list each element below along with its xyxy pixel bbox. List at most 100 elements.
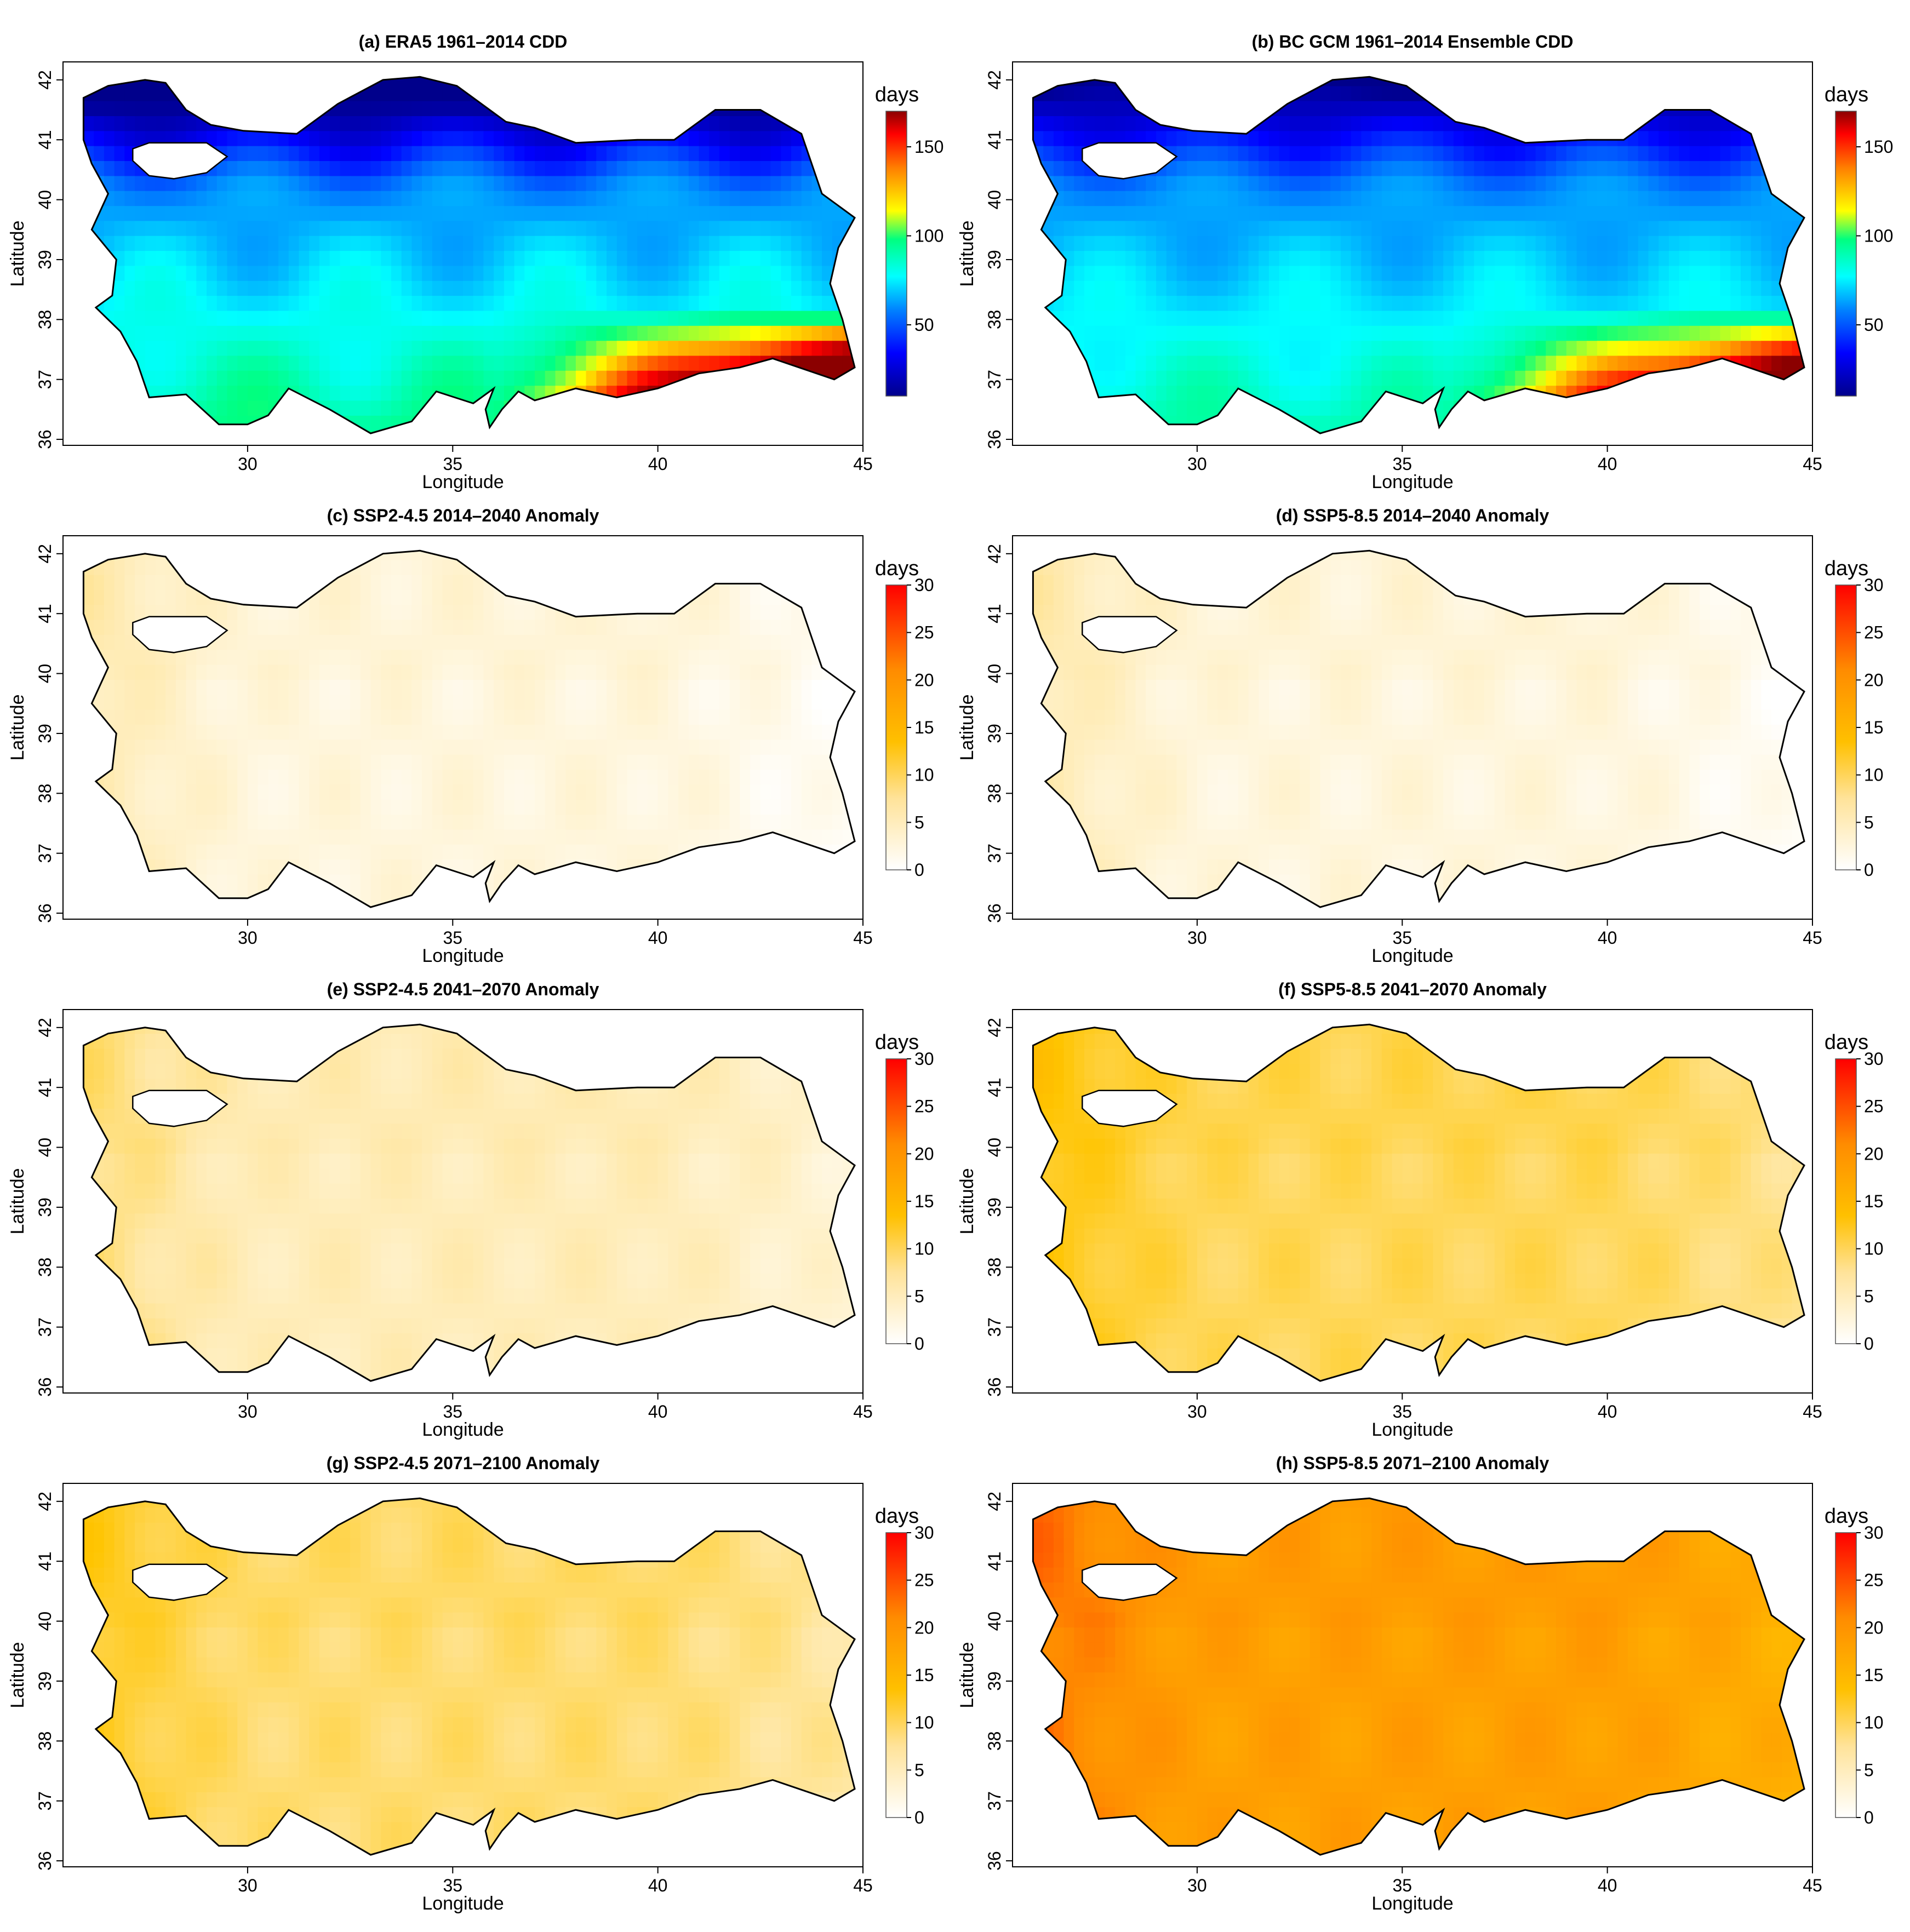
y-tick-label: 41 [35, 130, 55, 150]
y-axis-label: Latitude [7, 1168, 28, 1235]
y-tick-label: 36 [35, 1377, 55, 1397]
legend-tick-label: 5 [914, 812, 924, 832]
x-tick-label: 35 [443, 454, 462, 474]
panel-f: (f) SSP5-8.5 2041–2070 Anomaly 30 35 40 45 Lo… [957, 979, 1884, 1440]
y-tick-label: 36 [985, 1851, 1004, 1871]
sea-of-marmara [132, 616, 228, 653]
y-tick-label: 41 [985, 1077, 1004, 1097]
x-tick-label: 40 [1598, 928, 1617, 948]
y-tick-label: 39 [985, 1197, 1004, 1217]
y-axis-label: Latitude [957, 1168, 977, 1235]
coastline [82, 76, 856, 434]
y-tick-label: 42 [35, 544, 55, 564]
heatmap-cells [1033, 551, 1804, 908]
x-tick-label: 35 [1392, 454, 1412, 474]
y-tick-label: 37 [985, 370, 1004, 389]
legend-tick-label: 25 [914, 623, 934, 643]
sea-of-marmara [132, 1563, 228, 1601]
panel-title: (c) SSP2-4.5 2014–2040 Anomaly [327, 506, 599, 525]
x-axis-label: Longitude [1371, 1893, 1453, 1914]
coastline [82, 1023, 856, 1382]
coastline [82, 549, 856, 908]
legend-tick-label: 10 [1864, 765, 1884, 785]
y-tick-label: 42 [35, 1492, 55, 1511]
plot-frame [1012, 1009, 1813, 1394]
panel-title: (b) BC GCM 1961–2014 Ensemble CDD [1252, 32, 1574, 51]
legend-tick-label: 30 [1864, 1049, 1884, 1069]
y-tick-label: 39 [985, 724, 1004, 743]
plot-frame [62, 1009, 863, 1394]
x-tick-label: 30 [238, 928, 258, 948]
x-tick-label: 40 [648, 1402, 668, 1421]
y-tick-label: 39 [35, 250, 55, 270]
x-axis-label: Longitude [1371, 1419, 1453, 1440]
x-tick-label: 40 [648, 928, 668, 948]
y-tick-label: 37 [35, 1791, 55, 1811]
panel-d: (d) SSP5-8.5 2014–2040 Anomaly 30 35 40 45 Lo… [957, 506, 1884, 966]
y-tick-label: 37 [985, 1317, 1004, 1337]
x-tick-label: 45 [853, 1402, 873, 1421]
legend-tick-label: 25 [914, 1097, 934, 1116]
panel-h: (h) SSP5-8.5 2071–2100 Anomaly 30 35 40 45 Lo… [957, 1453, 1884, 1914]
coastline [1032, 76, 1805, 434]
legend-tick-label: 20 [1864, 670, 1884, 690]
y-tick-label: 38 [35, 310, 55, 330]
x-tick-label: 40 [648, 1876, 668, 1895]
y-axis-label: Latitude [957, 221, 977, 287]
y-tick-label: 38 [35, 1732, 55, 1751]
y-tick-label: 41 [35, 604, 55, 623]
panel-title: (d) SSP5-8.5 2014–2040 Anomaly [1276, 506, 1549, 525]
y-tick-label: 39 [35, 1671, 55, 1691]
y-tick-label: 42 [985, 544, 1004, 564]
x-tick-label: 35 [1392, 1402, 1412, 1421]
panel-b: (b) BC GCM 1961–2014 Ensemble CDD 30 35 40 4… [957, 32, 1893, 492]
legend-tick-label: 15 [914, 1665, 934, 1685]
x-tick-label: 30 [1187, 1876, 1207, 1895]
x-tick-label: 35 [443, 928, 462, 948]
y-tick-label: 40 [985, 1612, 1004, 1631]
legend-tick-label: 10 [914, 1713, 934, 1733]
panel-c: (c) SSP2-4.5 2014–2040 Anomaly 30 35 40 45 Lo… [7, 506, 934, 966]
legend-colorbar [885, 584, 907, 870]
x-tick-label: 45 [853, 1876, 873, 1895]
legend-tick-label: 5 [1864, 812, 1874, 832]
plot-frame [62, 1483, 863, 1867]
legend-tick-label: 20 [1864, 1144, 1884, 1163]
heatmap-cells [83, 1024, 855, 1381]
legend-tick-label: 50 [914, 315, 934, 335]
legend-colorbar [885, 1532, 907, 1818]
y-tick-label: 41 [985, 1551, 1004, 1571]
legend-tick-label: 50 [1864, 315, 1884, 335]
x-tick-label: 45 [1803, 454, 1822, 474]
legend-tick-label: 30 [914, 1523, 934, 1543]
legend-title: days [875, 1031, 919, 1054]
panel-title: (g) SSP2-4.5 2071–2100 Anomaly [327, 1453, 600, 1473]
legend-tick-label: 15 [914, 1191, 934, 1211]
y-tick-label: 42 [985, 1492, 1004, 1511]
y-axis-label: Latitude [7, 221, 28, 287]
legend-tick-label: 25 [1864, 1570, 1884, 1590]
x-tick-label: 45 [853, 928, 873, 948]
y-tick-label: 42 [35, 1018, 55, 1037]
legend-tick-label: 20 [914, 1618, 934, 1637]
x-tick-label: 40 [1598, 1876, 1617, 1895]
x-tick-label: 45 [1803, 1402, 1822, 1421]
y-tick-label: 40 [35, 1138, 55, 1157]
y-tick-label: 40 [35, 190, 55, 210]
x-tick-label: 30 [1187, 1402, 1207, 1421]
y-tick-label: 38 [985, 784, 1004, 804]
y-tick-label: 36 [985, 903, 1004, 923]
legend-tick-label: 0 [1864, 860, 1874, 880]
y-tick-label: 36 [35, 903, 55, 923]
legend-tick-label: 100 [914, 226, 943, 246]
legend-tick-label: 20 [914, 1144, 934, 1163]
y-tick-label: 39 [985, 250, 1004, 270]
x-tick-label: 40 [1598, 454, 1617, 474]
y-tick-label: 38 [985, 310, 1004, 330]
legend-tick-label: 0 [1864, 1334, 1874, 1354]
legend-tick-label: 150 [914, 137, 943, 157]
heatmap-cells [83, 77, 855, 434]
y-tick-label: 41 [985, 130, 1004, 150]
legend-colorbar [885, 1058, 907, 1344]
